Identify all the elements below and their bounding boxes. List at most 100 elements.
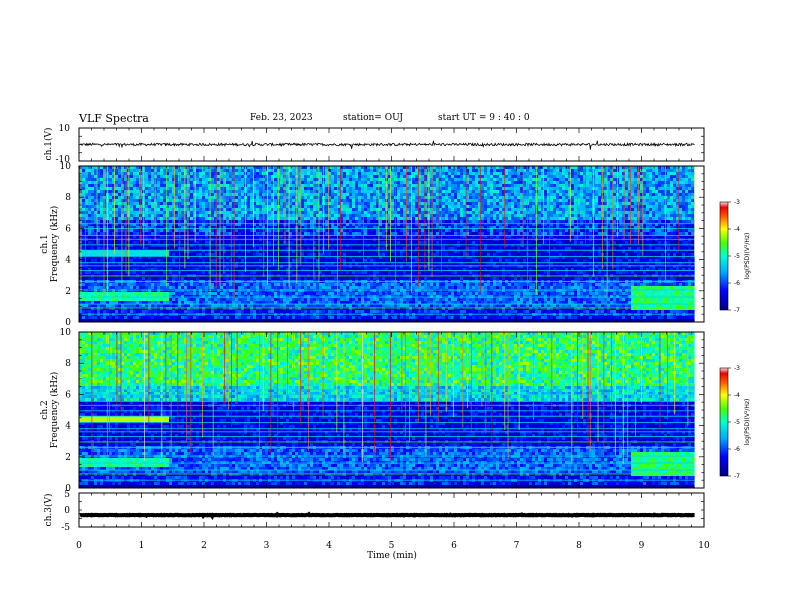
spectrogram-cell	[223, 286, 226, 289]
spectrogram-cell	[226, 289, 229, 292]
spectrogram-cell	[220, 172, 223, 175]
spectrogram-cell	[220, 208, 223, 211]
spectrogram-cell	[256, 271, 259, 274]
spectrogram-cell	[358, 193, 361, 196]
spectrogram-cell	[145, 316, 148, 319]
spectrogram-cell	[310, 253, 313, 256]
spectrogram-cell	[82, 253, 85, 256]
spectrogram-cell	[196, 178, 199, 181]
spectrogram-cell	[340, 292, 343, 295]
spectrogram-cell	[268, 220, 271, 223]
spectrogram-cell	[103, 310, 106, 313]
spectrogram-cell	[181, 310, 184, 313]
spectrogram-cell	[259, 232, 262, 235]
spectrogram-cell	[331, 277, 334, 280]
spectrogram-cell	[121, 283, 124, 286]
spectrogram-cell	[349, 199, 352, 202]
spectrogram-cell	[121, 217, 124, 220]
spectrogram-cell	[115, 229, 118, 232]
spectrogram-cell	[292, 205, 295, 208]
spectrogram-cell	[136, 292, 139, 295]
spectrogram-cell	[232, 271, 235, 274]
spectrogram-cell	[289, 184, 292, 187]
spectrogram-cell	[169, 187, 172, 190]
spectrogram-cell	[109, 259, 112, 262]
spectrogram-cell	[121, 271, 124, 274]
spectrogram-cell	[184, 292, 187, 295]
spectrogram-cell	[97, 271, 100, 274]
spectrogram-cell	[175, 310, 178, 313]
spectrogram-cell	[268, 181, 271, 184]
spectrogram-cell	[88, 316, 91, 319]
spectrogram-cell	[328, 292, 331, 295]
spectrogram-cell	[151, 217, 154, 220]
spectrogram-cell	[343, 241, 346, 244]
spectrogram-cell	[343, 277, 346, 280]
spectrogram-cell	[94, 259, 97, 262]
spectrogram-cell	[352, 187, 355, 190]
spectrogram-cell	[151, 292, 154, 295]
spectrogram-cell	[322, 286, 325, 289]
spectrogram-cell	[202, 184, 205, 187]
spectrogram-cell	[88, 196, 91, 199]
spectrogram-cell	[169, 178, 172, 181]
spectrogram-cell	[199, 202, 202, 205]
spectrogram-cell	[115, 190, 118, 193]
spectrogram-cell	[211, 253, 214, 256]
spectrogram-cell	[97, 178, 100, 181]
spectrogram-cell	[355, 229, 358, 232]
spectrogram-cell	[349, 211, 352, 214]
spectrogram-cell	[328, 277, 331, 280]
spectrogram-cell	[325, 232, 328, 235]
spectrogram-cell	[136, 286, 139, 289]
spectrogram-cell	[292, 316, 295, 319]
spectrogram-cell	[118, 211, 121, 214]
spectrogram-cell	[304, 211, 307, 214]
spectrogram-cell	[82, 193, 85, 196]
spectrogram-cell	[136, 259, 139, 262]
spectrogram-cell	[301, 187, 304, 190]
spectrogram-cell	[163, 286, 166, 289]
spectrogram-cell	[226, 199, 229, 202]
spectrogram-cell	[280, 190, 283, 193]
spectrogram-cell	[325, 187, 328, 190]
spectrogram-cell	[172, 289, 175, 292]
spectrogram-cell	[133, 217, 136, 220]
spectrogram-cell	[346, 208, 349, 211]
spectrogram-cell	[148, 214, 151, 217]
spectrogram-cell	[226, 253, 229, 256]
spectrogram-cell	[163, 253, 166, 256]
spectrogram-cell	[283, 310, 286, 313]
spectrogram-cell	[190, 286, 193, 289]
spectrogram-cell	[109, 205, 112, 208]
spectrogram-cell	[190, 241, 193, 244]
spectrogram-cell	[235, 214, 238, 217]
spectrogram-cell	[169, 316, 172, 319]
spectrogram-cell	[163, 190, 166, 193]
spectrogram-cell	[169, 307, 172, 310]
spectrogram-cell	[331, 292, 334, 295]
spectrogram-cell	[118, 217, 121, 220]
spectrogram-cell	[229, 184, 232, 187]
spectrogram-cell	[298, 298, 301, 301]
spectrogram-cell	[325, 292, 328, 295]
spectrogram-cell	[292, 283, 295, 286]
spectrogram-cell	[199, 232, 202, 235]
spectrogram-cell	[121, 307, 124, 310]
spectrogram-cell	[226, 292, 229, 295]
spectrogram-cell	[229, 181, 232, 184]
spectrogram-cell	[310, 316, 313, 319]
spectrogram-cell	[94, 292, 97, 295]
spectrogram-cell	[187, 307, 190, 310]
spectrogram-cell	[214, 310, 217, 313]
spectrogram-cell	[247, 229, 250, 232]
spectrogram-cell	[256, 253, 259, 256]
spectrogram-cell	[280, 277, 283, 280]
spectrogram-cell	[193, 217, 196, 220]
spectrogram-cell	[355, 190, 358, 193]
spectrogram-cell	[292, 196, 295, 199]
spectrogram-cell	[292, 271, 295, 274]
spectrogram-cell	[274, 196, 277, 199]
spectrogram-cell	[358, 211, 361, 214]
spectrogram-cell	[214, 289, 217, 292]
